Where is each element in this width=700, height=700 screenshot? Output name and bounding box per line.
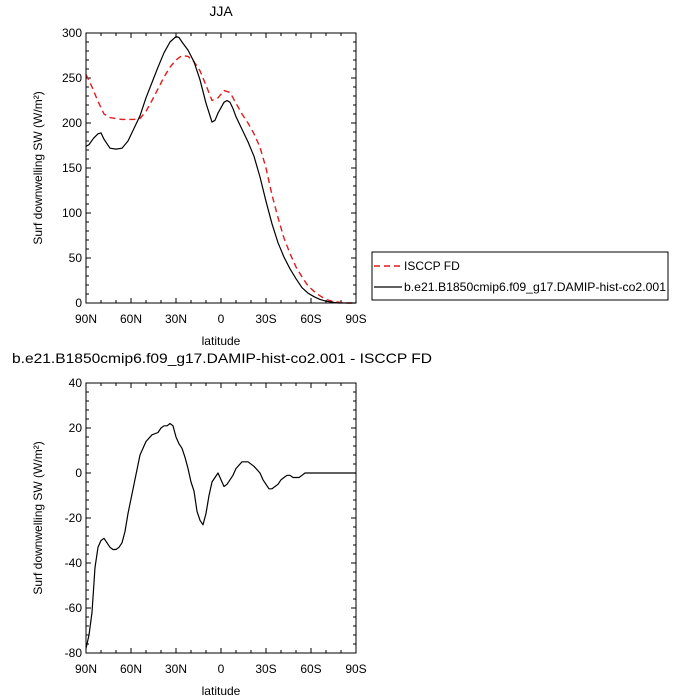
top-y-tick-label: 300 [62, 26, 82, 40]
top-plot-frame [85, 32, 357, 304]
bottom-y-tick-label: -60 [65, 601, 83, 615]
bottom-y-tick-label: 20 [69, 421, 83, 435]
bottom-x-tick-label: 60N [120, 662, 142, 676]
top-x-tick-label: 30N [165, 312, 187, 326]
top-y-tick-label: 100 [62, 206, 82, 220]
bottom-x-tick-label: 90N [75, 662, 97, 676]
bottom-y-tick-label: -80 [65, 646, 83, 660]
top-x-tick-label: 30S [255, 312, 276, 326]
top-y-tick-label: 250 [62, 71, 82, 85]
bottom-y-tick-label: -20 [65, 511, 83, 525]
bottom-x-tick-label: 0 [218, 662, 225, 676]
legend-box [371, 251, 669, 301]
bottom-series-group [85, 422, 356, 649]
bottom-panel: b.e21.B1850cmip6.f09_g17.DAMIP-hist-co2.… [12, 350, 432, 698]
top-series-line-1 [85, 54, 356, 304]
top-series-group [85, 35, 356, 304]
top-y-tick-label: 50 [69, 251, 83, 265]
top-x-tick-label: 0 [218, 312, 225, 326]
bottom-chart-title: b.e21.B1850cmip6.f09_g17.DAMIP-hist-co2.… [12, 350, 432, 366]
bottom-y-tick-label: 0 [75, 466, 82, 480]
bottom-y-axis-label: Surf downwelling SW (W/m²) [31, 441, 45, 594]
legend-label-model: b.e21.B1850cmip6.f09_g17.DAMIP-hist-co2.… [404, 280, 666, 294]
top-axes: 90N 60N 30N 0 30S 60S 90S 0 50 100 150 200 250 300 [62, 26, 367, 326]
top-x-tick-label: 90N [75, 312, 97, 326]
bottom-plot-frame [85, 382, 357, 654]
legend: ISCCP FD b.e21.B1850cmip6.f09_g17.DAMIP-… [371, 251, 669, 301]
top-y-axis-label: Surf downwelling SW (W/m²) [31, 91, 45, 244]
top-series-line-2 [85, 35, 356, 304]
bottom-series-line-1 [85, 422, 356, 649]
bottom-x-tick-label: 30N [165, 662, 187, 676]
bottom-x-tick-label: 90S [345, 662, 366, 676]
top-y-tick-label: 200 [62, 116, 82, 130]
bottom-y-tick-label: 40 [69, 376, 83, 390]
top-chart-title: JJA [209, 3, 233, 19]
bottom-x-tick-label: 30S [255, 662, 276, 676]
top-y-tick-label: 0 [75, 296, 82, 310]
bottom-axes: 90N 60N 30N 0 30S 60S 90S -80 -60 -40 -20 0 20 40 [65, 376, 367, 676]
top-x-tick-label: 90S [345, 312, 366, 326]
top-x-axis-label: latitude [202, 334, 241, 348]
top-x-tick-label: 60N [120, 312, 142, 326]
bottom-y-tick-label: -40 [65, 556, 83, 570]
legend-label-isccp: ISCCP FD [404, 259, 460, 273]
top-y-tick-label: 150 [62, 161, 82, 175]
bottom-x-axis-label: latitude [202, 684, 241, 698]
top-panel: JJA 90N 60N 30N 0 30S 60S 90S 0 50 100 150 200 250 30… [31, 3, 367, 348]
bottom-x-tick-label: 60S [300, 662, 321, 676]
top-x-tick-label: 60S [300, 312, 321, 326]
